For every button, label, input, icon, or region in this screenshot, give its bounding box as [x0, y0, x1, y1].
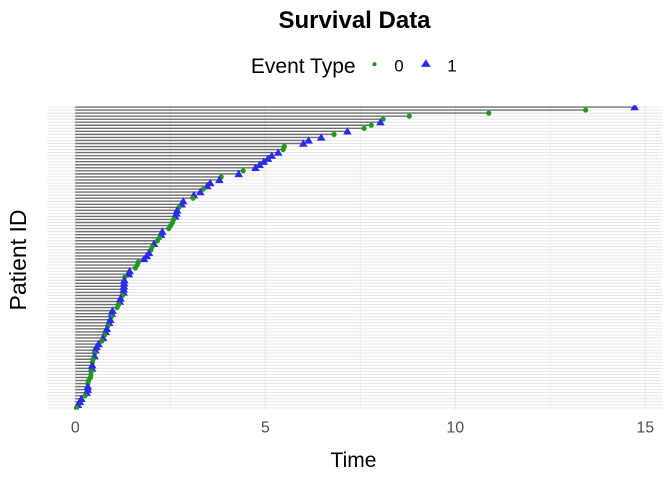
- svg-text:Patient ID: Patient ID: [5, 210, 31, 311]
- svg-text:Event Type: Event Type: [251, 55, 356, 78]
- svg-text:5: 5: [261, 420, 270, 437]
- svg-text:0: 0: [394, 56, 403, 75]
- svg-text:0: 0: [71, 420, 80, 437]
- svg-text:15: 15: [636, 420, 654, 437]
- svg-text:1: 1: [447, 56, 456, 75]
- svg-text:Survival Data: Survival Data: [278, 7, 431, 34]
- svg-text:10: 10: [446, 420, 464, 437]
- svg-text:Time: Time: [331, 449, 377, 472]
